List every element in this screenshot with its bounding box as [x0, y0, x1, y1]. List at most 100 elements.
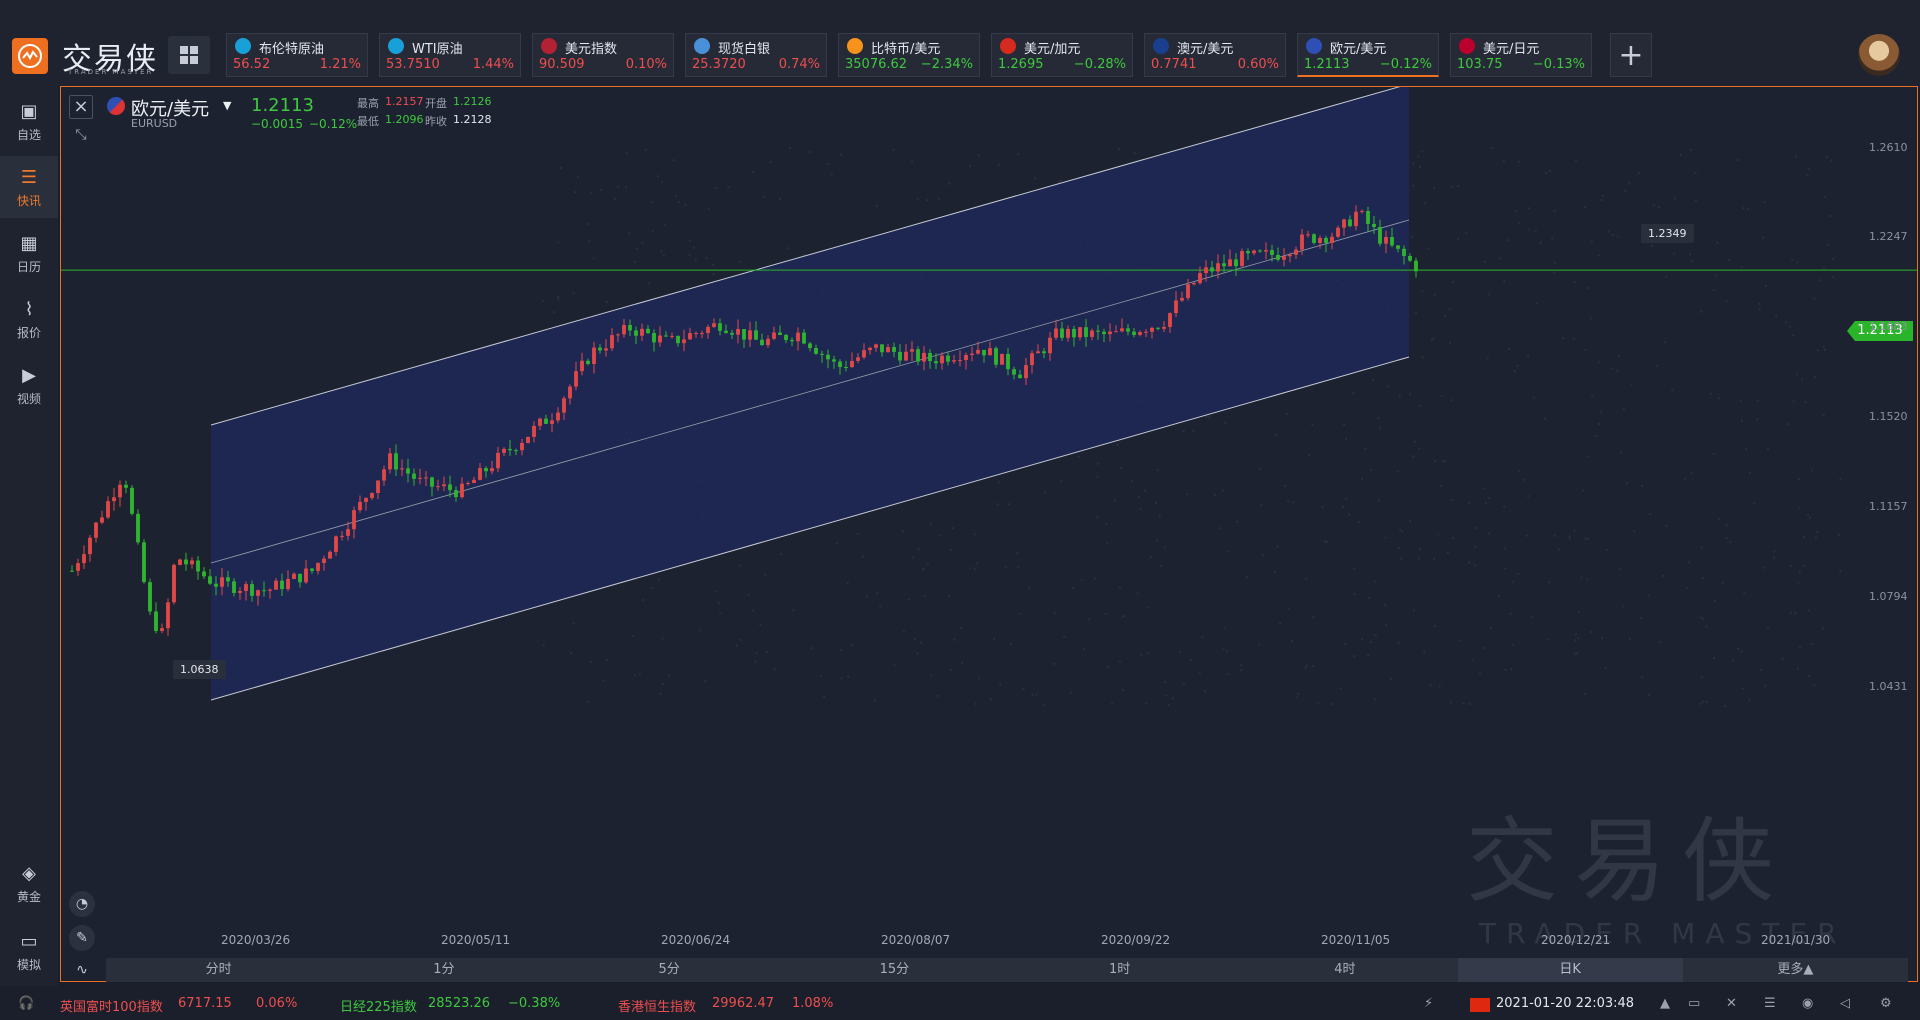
- map-dot: [1822, 346, 1824, 348]
- map-dot: [1718, 518, 1720, 520]
- nikkei-name[interactable]: 日经225指数: [340, 996, 417, 1015]
- headset-icon[interactable]: 🎧: [18, 996, 34, 1011]
- map-dot: [1553, 210, 1555, 212]
- timeframe-tab[interactable]: 5分: [557, 958, 782, 982]
- quote-tile[interactable]: 美元/日元 103.75 −0.13%: [1450, 33, 1592, 77]
- sidebar-item[interactable]: ◈ 黄金: [0, 852, 58, 914]
- sidebar-item[interactable]: ▶ 视频: [0, 354, 58, 416]
- candle-body: [1222, 263, 1226, 266]
- map-dot: [1773, 557, 1775, 559]
- sidebar-item[interactable]: ☰ 快讯: [0, 156, 58, 218]
- quote-tile[interactable]: 美元指数 90.509 0.10%: [532, 33, 674, 77]
- timeframe-tab[interactable]: 更多▲: [1683, 958, 1908, 982]
- candle-body: [238, 591, 242, 593]
- map-dot: [836, 542, 838, 544]
- candle-body: [286, 579, 290, 589]
- quote-tile[interactable]: 比特币/美元 35076.62 −2.34%: [838, 33, 980, 77]
- map-dot: [1156, 469, 1158, 471]
- chevron-up-icon[interactable]: ▲: [1660, 996, 1670, 1011]
- map-dot: [662, 683, 664, 685]
- quote-tile[interactable]: 欧元/美元 1.2113 −0.12%: [1297, 33, 1439, 77]
- candle-body: [1366, 211, 1370, 224]
- symbol-price: 1.2113: [251, 95, 314, 116]
- map-dot: [1622, 605, 1624, 607]
- chart-type-icon[interactable]: ∿: [69, 957, 95, 983]
- candle-body: [106, 501, 110, 517]
- tools-icon[interactable]: ✕: [1726, 996, 1737, 1011]
- ftse-name[interactable]: 英国富时100指数: [60, 996, 163, 1015]
- map-dot: [1782, 658, 1784, 660]
- grid-layout-button[interactable]: [168, 36, 210, 74]
- candle-body: [148, 582, 152, 611]
- timeframe-tab[interactable]: 日K: [1458, 958, 1683, 982]
- map-dot: [587, 701, 589, 703]
- sidebar-item[interactable]: ▣ 自选: [0, 90, 58, 152]
- candle-body: [1384, 237, 1388, 244]
- quote-tile[interactable]: 布伦特原油 56.52 1.21%: [226, 33, 368, 77]
- map-dot: [930, 523, 932, 525]
- quote-tile[interactable]: WTI原油 53.7510 1.44%: [379, 33, 521, 77]
- mute-icon[interactable]: ◁: [1840, 996, 1850, 1011]
- network-icon[interactable]: ⚡: [1424, 996, 1433, 1011]
- map-dot: [1569, 537, 1571, 539]
- map-dot: [1183, 683, 1185, 685]
- candle-body: [244, 584, 248, 591]
- avatar[interactable]: [1858, 34, 1900, 76]
- map-dot: [1795, 155, 1797, 157]
- quote-tile[interactable]: 现货白银 25.3720 0.74%: [685, 33, 827, 77]
- australia-flag-icon: [1153, 38, 1169, 54]
- candle-body: [580, 361, 584, 371]
- map-dot: [1813, 297, 1815, 299]
- map-dot: [1553, 271, 1555, 273]
- map-dot: [1809, 517, 1811, 519]
- y-tick: 1.2610: [1869, 141, 1908, 154]
- map-dot: [1222, 489, 1224, 491]
- hsi-name[interactable]: 香港恒生指数: [618, 996, 696, 1015]
- timeframe-tab[interactable]: 15分: [782, 958, 1007, 982]
- quote-tile[interactable]: 澳元/美元 0.7741 0.60%: [1144, 33, 1286, 77]
- candle-body: [940, 356, 944, 364]
- sidebar-item[interactable]: ▦ 日历: [0, 222, 58, 284]
- map-dot: [976, 562, 978, 564]
- candle-body: [1264, 250, 1268, 251]
- tile-change-pct: −2.34%: [921, 57, 973, 72]
- candle-body: [874, 344, 878, 347]
- map-dot: [1590, 317, 1592, 319]
- timeframe-tab[interactable]: 4时: [1232, 958, 1457, 982]
- nikkei-value: 28523.26: [428, 996, 490, 1011]
- map-dot: [1374, 698, 1376, 700]
- indicator-icon[interactable]: ◔: [69, 891, 95, 917]
- map-dot: [1616, 370, 1618, 372]
- map-dot: [1600, 411, 1602, 413]
- sidebar-item[interactable]: ⌇ 报价: [0, 288, 58, 350]
- list-icon[interactable]: ☰: [1764, 996, 1776, 1011]
- map-dot: [1575, 633, 1577, 635]
- map-dot: [1587, 455, 1589, 457]
- close-chart-button[interactable]: ×: [69, 95, 93, 119]
- timeframe-tab[interactable]: 分时: [106, 958, 331, 982]
- sidebar-item[interactable]: ▭ 模拟: [0, 920, 58, 982]
- timeframe-tab[interactable]: 1时: [1007, 958, 1232, 982]
- map-dot: [675, 195, 677, 197]
- draw-pen-icon[interactable]: ✎: [69, 925, 95, 951]
- candle-body: [1084, 327, 1088, 337]
- map-dot: [1741, 266, 1743, 268]
- collapse-icon[interactable]: ⤡: [69, 127, 93, 149]
- chevron-down-icon[interactable]: ▼: [223, 99, 231, 112]
- map-dot: [1419, 405, 1421, 407]
- candle-body: [1192, 283, 1196, 284]
- camera-icon[interactable]: ◉: [1802, 996, 1813, 1011]
- settings-icon[interactable]: ⚙: [1880, 996, 1892, 1011]
- timeframe-tab[interactable]: 1分: [331, 958, 556, 982]
- add-quote-button[interactable]: +: [1610, 33, 1652, 77]
- window-icon[interactable]: ▭: [1688, 996, 1700, 1011]
- map-dot: [1474, 564, 1476, 566]
- map-dot: [1797, 581, 1799, 583]
- map-dot: [1438, 685, 1440, 687]
- quote-tile[interactable]: 美元/加元 1.2695 −0.28%: [991, 33, 1133, 77]
- map-dot: [645, 149, 647, 151]
- candle-body: [1414, 261, 1418, 272]
- map-dot: [1342, 506, 1344, 508]
- candle-body: [532, 426, 536, 437]
- candle-body: [358, 502, 362, 510]
